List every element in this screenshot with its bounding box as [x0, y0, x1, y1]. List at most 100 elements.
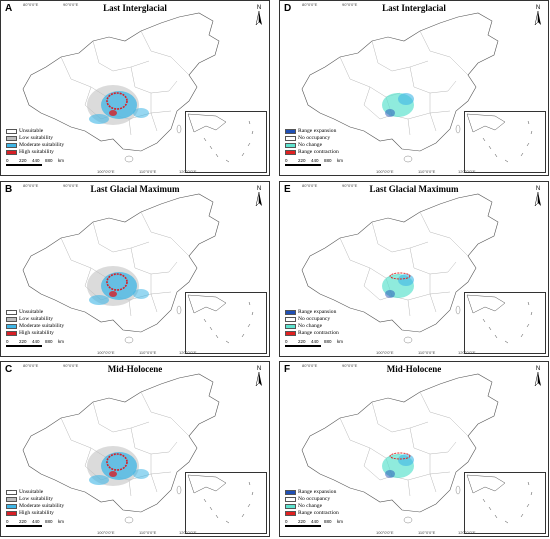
north-arrow-icon — [534, 191, 541, 207]
distribution-patch — [398, 454, 414, 466]
lon-tick-80: 80°0'0"E — [302, 183, 318, 188]
scale-label: 220 — [19, 158, 27, 163]
legend-item: No change — [285, 142, 339, 149]
scale-unit: km — [58, 519, 64, 524]
legend-swatch — [285, 497, 296, 502]
legend-item: Moderate suitability — [6, 323, 64, 330]
legend-label: Unsuitable — [19, 489, 44, 495]
legend-swatch — [6, 136, 17, 141]
distribution-patch — [89, 114, 109, 124]
legend-item: Moderate suitability — [6, 142, 64, 149]
scale-unit: km — [337, 339, 343, 344]
legend-swatch — [285, 511, 296, 516]
legend-item: Range expansion — [285, 309, 339, 316]
legend-swatch — [6, 504, 17, 509]
china-map — [301, 193, 499, 344]
legend-swatch — [6, 129, 17, 134]
hainan-outline — [403, 516, 413, 524]
distribution-patch — [385, 109, 395, 117]
map-panel-d: D Last Interglacial N Range expansion No … — [279, 0, 549, 176]
north-arrow: N — [532, 366, 544, 390]
panel-title: Mid-Holocene — [386, 364, 442, 374]
legend: Unsuitable Low suitability Moderate suitab… — [6, 128, 64, 156]
legend-label: No occupancy — [298, 316, 331, 322]
taiwan-outline — [455, 305, 461, 315]
country-outline — [301, 193, 499, 333]
panel-title: Last Interglacial — [103, 3, 167, 13]
map-panel-b: B Last Glacial Maximum N Unsuitable Low s… — [0, 181, 270, 357]
lon-tick-80: 80°0'0"E — [23, 183, 39, 188]
scale-label: 440 — [32, 158, 40, 163]
legend-label: No change — [298, 503, 323, 509]
scale-label: 440 — [311, 158, 319, 163]
south-china-sea-inset — [185, 111, 267, 173]
lon-tick-110: 110°0'0"E — [418, 530, 436, 535]
scale-bar: 0 220 440 880 km — [6, 339, 71, 347]
legend-label: High suitability — [19, 510, 54, 516]
south-china-sea-inset — [464, 292, 546, 354]
legend: Range expansion No occupancy No change Rang… — [285, 489, 339, 517]
lon-tick-120: 120°0'0"E — [458, 350, 476, 355]
legend-item: Low suitability — [6, 496, 64, 503]
lon-tick-90: 90°0'0"E — [342, 183, 358, 188]
north-arrow-icon — [255, 191, 262, 207]
scale-label: 0 — [285, 519, 288, 524]
high-suitability-ring — [389, 272, 411, 280]
scale-label: 220 — [19, 339, 27, 344]
map-panel-e: E Last Glacial Maximum N Range expansion… — [279, 181, 549, 357]
province-lines — [339, 211, 469, 317]
scale-label: 880 — [45, 519, 53, 524]
south-china-sea-inset — [185, 472, 267, 534]
legend-swatch — [6, 310, 17, 315]
lon-tick-110: 110°0'0"E — [418, 169, 436, 174]
legend-label: Moderate suitability — [19, 503, 65, 509]
lon-tick-80: 80°0'0"E — [23, 2, 39, 7]
high-suitability-ring — [106, 453, 128, 471]
map-panel-f: F Mid-Holocene N Range expansion No occup… — [279, 361, 549, 537]
north-arrow: N — [253, 366, 265, 390]
legend-swatch — [285, 331, 296, 336]
scale-label: 880 — [324, 158, 332, 163]
north-arrow-icon — [534, 10, 541, 26]
distribution-patch — [109, 471, 117, 477]
distribution-patch — [398, 274, 414, 286]
legend-label: Moderate suitability — [19, 323, 65, 329]
lon-tick-90: 90°0'0"E — [342, 2, 358, 7]
lon-tick-100: 100°0'0"E — [97, 169, 115, 174]
legend-item: Range contraction — [285, 149, 339, 156]
north-arrow-icon — [255, 371, 262, 387]
legend-item: No occupancy — [285, 135, 339, 142]
north-label: N — [256, 366, 262, 372]
legend-swatch — [285, 310, 296, 315]
north-arrow: N — [532, 5, 544, 29]
north-label: N — [535, 366, 541, 372]
distribution-patch — [385, 470, 395, 478]
legend-swatch — [6, 490, 17, 495]
scale-label: 0 — [6, 158, 9, 163]
lon-tick-100: 100°0'0"E — [376, 350, 394, 355]
china-map — [22, 12, 220, 163]
legend-swatch — [6, 511, 17, 516]
south-china-sea-inset — [185, 292, 267, 354]
lon-tick-100: 100°0'0"E — [376, 169, 394, 174]
taiwan-outline — [455, 485, 461, 495]
north-label: N — [256, 186, 262, 192]
north-arrow-icon — [255, 10, 262, 26]
legend-label: Unsuitable — [19, 128, 44, 134]
legend-swatch — [6, 324, 17, 329]
panel-letter: D — [284, 3, 292, 14]
scale-label: 0 — [6, 519, 9, 524]
lon-tick-80: 80°0'0"E — [302, 2, 318, 7]
scale-label: 880 — [324, 519, 332, 524]
legend-swatch — [6, 331, 17, 336]
scale-unit: km — [58, 158, 64, 163]
legend-label: Range expansion — [298, 309, 337, 315]
legend-label: Low suitability — [19, 496, 54, 502]
legend-label: No change — [298, 142, 323, 148]
scale-bar: 0 220 440 880 km — [285, 519, 350, 527]
country-outline — [22, 373, 220, 513]
distribution-overlay — [87, 266, 149, 306]
map-panel-a: A Last Interglacial N Unsuitable Low suit… — [0, 0, 270, 176]
scale-label: 440 — [32, 339, 40, 344]
hainan-outline — [124, 516, 134, 524]
